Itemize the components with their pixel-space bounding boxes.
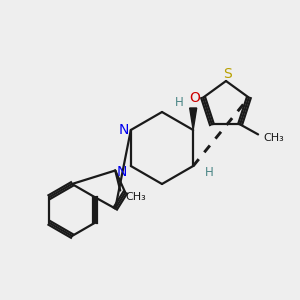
Text: S: S: [224, 67, 232, 81]
Text: CH₃: CH₃: [125, 191, 146, 202]
Text: N: N: [118, 123, 129, 137]
Text: H: H: [175, 95, 184, 109]
Text: CH₃: CH₃: [263, 134, 284, 143]
Text: H: H: [205, 166, 214, 178]
Text: N: N: [117, 166, 128, 179]
Polygon shape: [190, 108, 197, 130]
Text: O: O: [190, 91, 201, 105]
